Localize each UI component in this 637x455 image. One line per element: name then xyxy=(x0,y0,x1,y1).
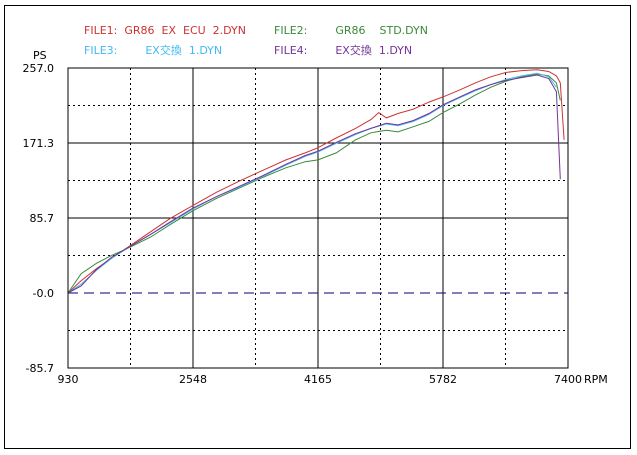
plot-border xyxy=(67,67,569,369)
x-tick-label: 2548 xyxy=(179,373,207,386)
x-tick-label: 5782 xyxy=(429,373,457,386)
x-tick-label: 930 xyxy=(58,373,79,386)
x-tick-label: 7400 xyxy=(554,373,582,386)
series-line-file1 xyxy=(67,69,565,294)
grid xyxy=(68,68,568,368)
y-tick-label: -85.7 xyxy=(26,362,54,375)
y-tick-label: 171.3 xyxy=(23,137,55,150)
series-line-file4 xyxy=(67,74,561,294)
x-axis-label: RPM xyxy=(584,373,608,386)
y-tick-label: 85.7 xyxy=(30,212,55,225)
y-tick-label: -0.0 xyxy=(33,287,54,300)
tick-labels: 930 2548 4165 5782 7400 257.0 171.3 85.7 -0.0 -85… xyxy=(23,62,583,386)
series-line-file3 xyxy=(67,72,557,294)
y-tick-label: 257.0 xyxy=(23,62,55,75)
x-tick-label: 4165 xyxy=(304,373,332,386)
series-lines xyxy=(67,69,565,294)
y-axis-label: PS xyxy=(33,49,47,62)
series-line-file2 xyxy=(67,73,561,294)
